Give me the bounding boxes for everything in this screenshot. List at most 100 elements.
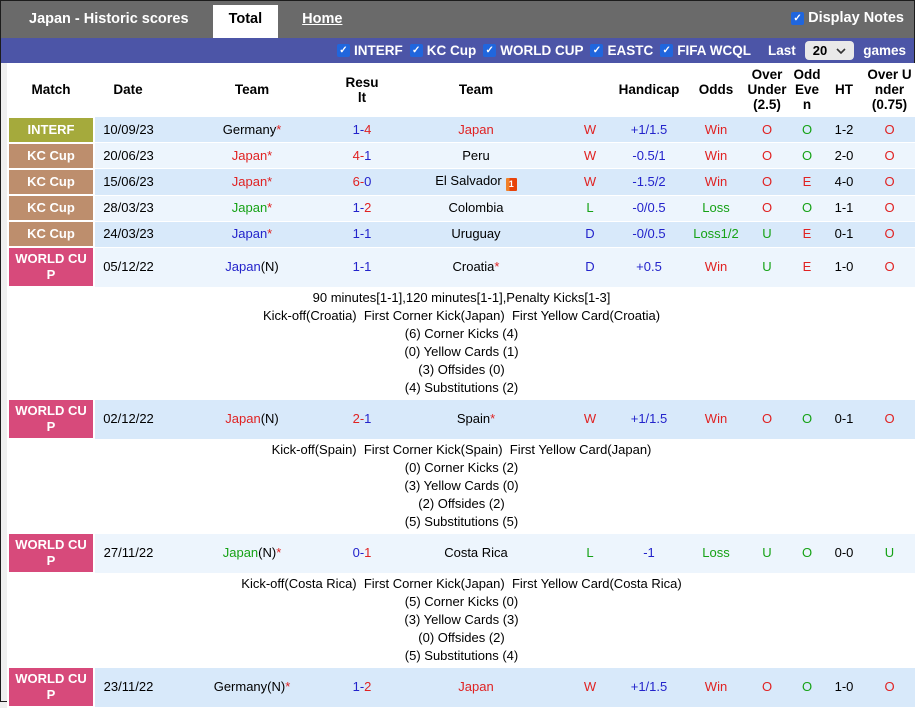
competition-cell: WORLD CUP bbox=[7, 666, 95, 708]
note-line: 90 minutes[1-1],120 minutes[1-1],Penalty… bbox=[312, 290, 611, 305]
ou075-value: O bbox=[884, 679, 895, 695]
tab-home[interactable]: Home bbox=[302, 11, 343, 27]
result-cell: 1-2 bbox=[342, 194, 382, 221]
over-under-075-cell: O bbox=[864, 116, 915, 143]
ht-cell: 2-0 bbox=[824, 142, 864, 169]
handicap-value: -1 bbox=[643, 545, 655, 561]
home-team-name: Japan bbox=[225, 259, 261, 275]
checkbox-checked-icon[interactable]: ✓ bbox=[336, 44, 350, 57]
handicap-value: -0/0.5 bbox=[632, 226, 666, 241]
away-team-cell: Japan bbox=[382, 116, 570, 143]
match-row: INTERF 10/09/23 Germany* 1-4 Japan W +1/1.5 Win… bbox=[7, 115, 915, 144]
ou075-value: O bbox=[884, 200, 895, 215]
note-line: (6) Corner Kicks (4) bbox=[404, 326, 519, 341]
focus-team-star: * bbox=[490, 411, 496, 427]
ou25-value: U bbox=[762, 226, 772, 241]
handicap-cell: -0.5/1 bbox=[610, 142, 688, 169]
historic-scores-table: Match Date Team Result Team Handicap Odd… bbox=[7, 63, 915, 708]
date-cell: 05/12/22 bbox=[94, 246, 162, 287]
display-notes-toggle[interactable]: ✓ Display Notes bbox=[791, 10, 904, 26]
header-odds: Odds bbox=[688, 63, 744, 117]
home-team-name: Japan bbox=[225, 411, 261, 427]
handicap-value: +1/1.5 bbox=[630, 679, 668, 695]
tab-total[interactable]: Total bbox=[212, 5, 279, 38]
match-notes-row: Kick-off(Spain) First Corner Kick(Spain)… bbox=[8, 439, 915, 533]
away-team-name: Spain bbox=[456, 411, 491, 427]
wdl-value: W bbox=[583, 173, 597, 189]
games-count-select[interactable]: 20 bbox=[804, 41, 855, 60]
odd-even-value: E bbox=[802, 259, 812, 275]
wdl-cell: D bbox=[570, 246, 610, 287]
date-cell: 27/11/22 bbox=[94, 532, 162, 573]
ou25-value: O bbox=[761, 411, 773, 427]
competition-cell: WORLD CUP bbox=[7, 398, 95, 440]
filter-world-cup[interactable]: ✓ WORLD CUP bbox=[483, 43, 583, 58]
chevron-down-icon bbox=[836, 47, 846, 54]
header-over-under-25: Over Under (2.5) bbox=[744, 63, 790, 117]
match-row: WORLD CUP 23/11/22 Germany(N)* 1-2 Japan W +1/… bbox=[7, 666, 915, 708]
ou075-value: U bbox=[884, 545, 895, 561]
over-under-25-cell: O bbox=[744, 194, 790, 221]
filter-kc-cup[interactable]: ✓ KC Cup bbox=[409, 43, 476, 58]
away-team-cell: El Salvador 1 bbox=[382, 168, 570, 195]
checkbox-checked-icon[interactable]: ✓ bbox=[791, 11, 805, 25]
over-under-075-cell: O bbox=[864, 246, 915, 287]
wdl-cell: W bbox=[570, 142, 610, 169]
ou075-value: O bbox=[884, 173, 895, 189]
handicap-cell: +1/1.5 bbox=[610, 398, 688, 439]
header-team-home: Team bbox=[162, 63, 342, 117]
ou25-value: O bbox=[761, 147, 773, 163]
date-cell: 20/06/23 bbox=[94, 142, 162, 169]
focus-team-star: * bbox=[276, 545, 282, 561]
checkbox-checked-icon[interactable]: ✓ bbox=[590, 44, 604, 57]
checkbox-checked-icon[interactable]: ✓ bbox=[660, 44, 674, 57]
header-match: Match bbox=[8, 63, 94, 117]
checkbox-checked-icon[interactable]: ✓ bbox=[409, 44, 423, 57]
filter-label: INTERF bbox=[353, 43, 403, 58]
odds-value: Win bbox=[704, 411, 728, 427]
score-part: 1-1 bbox=[352, 226, 372, 241]
note-line: (3) Offsides (0) bbox=[418, 362, 505, 377]
odd-even-cell: O bbox=[790, 532, 824, 573]
home-team-name: Germany bbox=[213, 679, 268, 695]
focus-team-star: * bbox=[276, 121, 282, 137]
checkbox-checked-icon[interactable]: ✓ bbox=[483, 44, 497, 57]
away-team-name: El Salvador bbox=[435, 173, 502, 188]
home-team-name: Japan bbox=[222, 545, 259, 561]
wdl-value: W bbox=[583, 121, 597, 137]
odds-cell: Win bbox=[688, 666, 744, 707]
home-team-cell: Japan* bbox=[162, 168, 342, 195]
note-line: (5) Substitutions (5) bbox=[404, 514, 519, 529]
over-under-25-cell: U bbox=[744, 246, 790, 287]
header-team-away: Team bbox=[382, 63, 570, 117]
focus-team-star: * bbox=[267, 147, 273, 163]
away-team-name: Japan bbox=[458, 121, 494, 137]
odd-even-value: O bbox=[801, 411, 813, 427]
result-cell: 0-1 bbox=[342, 532, 382, 573]
filter-label: WORLD CUP bbox=[500, 43, 584, 58]
handicap-cell: -0/0.5 bbox=[610, 220, 688, 247]
score-part: 1 bbox=[364, 545, 372, 561]
games-count-value: 20 bbox=[812, 43, 828, 58]
match-row: WORLD CUP 27/11/22 Japan(N)* 0-1 Costa Rica L… bbox=[7, 532, 915, 574]
odd-even-cell: O bbox=[790, 194, 824, 221]
filter-fifa-wcql[interactable]: ✓ FIFA WCQL bbox=[660, 43, 751, 58]
home-team-cell: Japan(N)* bbox=[162, 532, 342, 573]
odd-even-value: O bbox=[801, 545, 813, 561]
note-line: Kick-off(Spain) First Corner Kick(Spain)… bbox=[271, 442, 652, 457]
over-under-25-cell: U bbox=[744, 532, 790, 573]
score-part: 4- bbox=[352, 147, 365, 163]
result-cell: 1-1 bbox=[342, 220, 382, 247]
away-team-name: Uruguay bbox=[451, 226, 501, 241]
away-team-name: Peru bbox=[462, 147, 490, 163]
filter-interf[interactable]: ✓ INTERF bbox=[336, 43, 403, 58]
odds-cell: Win bbox=[688, 246, 744, 287]
display-notes-label: Display Notes bbox=[808, 10, 904, 26]
filter-eastc[interactable]: ✓ EASTC bbox=[590, 43, 653, 58]
note-line: Kick-off(Croatia) First Corner Kick(Japa… bbox=[262, 308, 661, 323]
odd-even-cell: O bbox=[790, 666, 824, 707]
over-under-075-cell: O bbox=[864, 142, 915, 169]
match-row: WORLD CUP 05/12/22 Japan(N) 1-1 Croatia* D +0.… bbox=[7, 246, 915, 288]
result-cell: 6-0 bbox=[342, 168, 382, 195]
match-row: KC Cup 28/03/23 Japan* 1-2 Colombia L -0/0.5 Lo… bbox=[7, 194, 915, 222]
